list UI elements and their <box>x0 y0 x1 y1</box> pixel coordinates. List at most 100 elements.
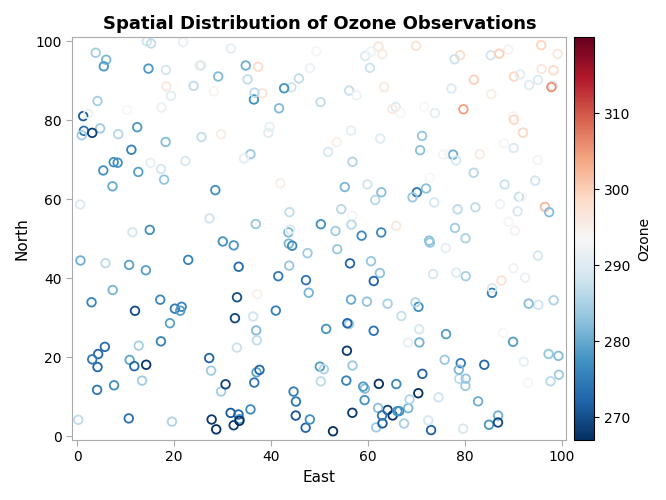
Point <box>284 226 295 234</box>
Point <box>487 284 498 292</box>
Point <box>316 220 326 228</box>
Point <box>417 370 428 378</box>
Point <box>553 371 564 379</box>
Point <box>109 158 119 166</box>
Point <box>366 257 376 265</box>
Point <box>360 52 370 60</box>
Point <box>371 424 382 432</box>
Point <box>460 374 471 382</box>
Point <box>513 193 524 201</box>
Point <box>100 259 111 267</box>
Point <box>368 277 379 285</box>
Point <box>290 398 301 406</box>
Point <box>486 90 497 98</box>
Point <box>156 338 166 345</box>
Point <box>323 148 334 156</box>
Point <box>370 196 380 204</box>
Point <box>390 103 401 111</box>
Point <box>552 50 563 58</box>
Point <box>533 76 543 84</box>
Point <box>159 176 169 184</box>
Point <box>347 158 358 166</box>
Point <box>415 146 426 154</box>
Point <box>396 109 406 117</box>
Point <box>539 203 550 211</box>
Point <box>220 380 231 388</box>
Point <box>493 418 503 426</box>
Point <box>375 134 386 142</box>
Point <box>360 384 370 392</box>
Point <box>498 329 508 337</box>
Point <box>417 132 428 140</box>
Point <box>294 74 304 82</box>
Point <box>252 290 262 298</box>
Point <box>503 218 514 226</box>
Point <box>75 200 85 208</box>
Point <box>499 140 509 147</box>
Point <box>553 352 563 360</box>
Point <box>458 106 469 114</box>
Point <box>479 361 490 369</box>
Point <box>226 44 236 52</box>
Point <box>257 90 268 98</box>
Point <box>455 51 466 59</box>
Point <box>300 276 311 284</box>
Point <box>344 320 354 328</box>
Point <box>206 366 216 374</box>
Point <box>509 116 519 124</box>
Point <box>279 84 290 92</box>
Point <box>446 84 457 92</box>
Point <box>208 88 219 96</box>
Point <box>379 83 390 91</box>
Point <box>368 327 379 335</box>
Point <box>176 303 187 311</box>
Point <box>545 377 556 385</box>
Point <box>440 244 451 252</box>
Point <box>433 394 444 402</box>
Point <box>242 76 253 84</box>
Point <box>225 409 236 417</box>
Point <box>460 382 471 390</box>
Point <box>77 132 87 140</box>
Point <box>341 376 352 384</box>
Point <box>468 168 479 176</box>
Point <box>194 62 205 70</box>
Point <box>238 154 249 162</box>
Point <box>252 336 262 344</box>
Point <box>404 396 415 404</box>
Point <box>249 88 260 96</box>
Point <box>249 378 260 386</box>
Point <box>87 356 97 364</box>
Point <box>530 176 541 184</box>
Point <box>170 304 180 312</box>
Point <box>98 166 109 174</box>
Point <box>332 138 342 146</box>
Point <box>233 410 244 418</box>
Point <box>275 180 286 188</box>
Point <box>469 76 480 84</box>
Point <box>240 62 251 70</box>
Point <box>274 104 284 112</box>
Point <box>392 407 403 415</box>
Point <box>133 342 144 349</box>
Point <box>454 375 464 383</box>
Point <box>145 226 155 234</box>
Point <box>411 42 422 50</box>
Point <box>216 130 226 138</box>
Point <box>414 326 424 334</box>
Point <box>494 50 505 58</box>
Point <box>130 307 141 315</box>
Point <box>251 326 262 334</box>
Point <box>448 150 458 158</box>
Point <box>374 269 385 277</box>
Point <box>536 41 547 49</box>
Point <box>523 300 534 308</box>
Point <box>321 325 332 333</box>
Point <box>155 296 166 304</box>
Point <box>248 96 259 104</box>
Point <box>234 417 245 425</box>
Point <box>377 420 388 428</box>
Point <box>373 42 384 50</box>
Point <box>93 350 103 358</box>
Point <box>366 48 376 56</box>
